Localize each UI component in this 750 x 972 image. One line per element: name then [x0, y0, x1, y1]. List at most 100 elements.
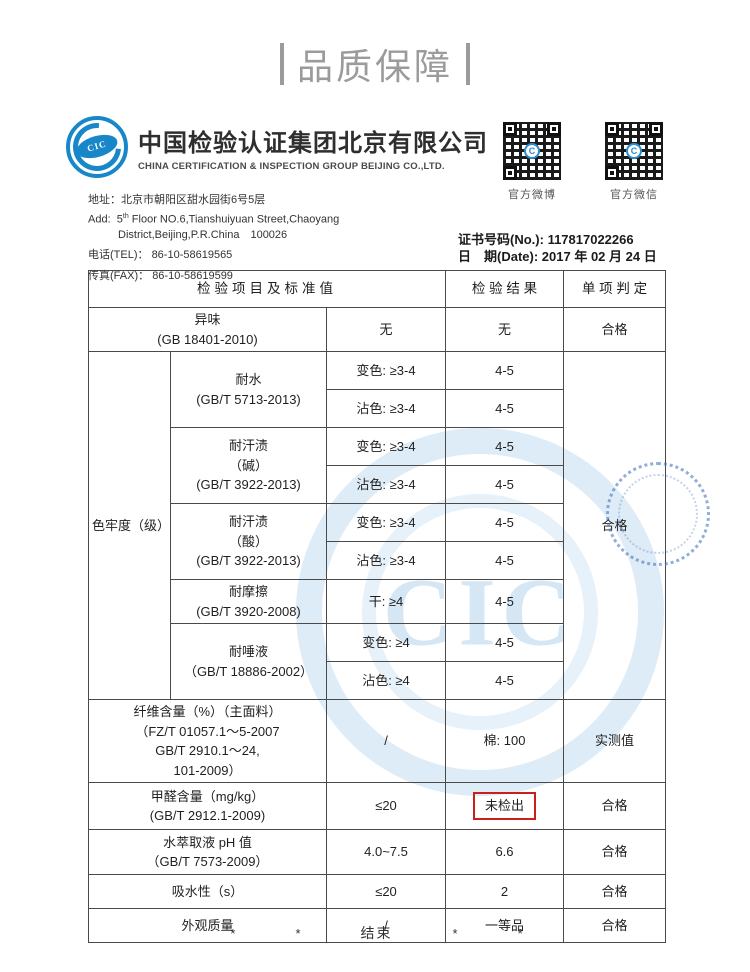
table-row-fastness: 沾色: ≥3-4 4-5: [89, 541, 666, 580]
ph-judgment: 合格: [563, 829, 666, 875]
add-label: Add:: [88, 213, 111, 226]
fastness-sweat-acid-name: 耐汗渍 （酸） (GB/T 3922-2013): [170, 503, 327, 580]
odor-judgment: 合格: [563, 307, 666, 352]
table-row-fastness: 耐摩擦 (GB/T 3920-2008) 干: ≥4 4-5: [89, 579, 666, 624]
absorbency-name: 吸水性（s）: [88, 874, 327, 909]
table-row-fastness: 沾色: ≥4 4-5: [89, 661, 666, 700]
certificate-date-line: 日 期(Date): 2017 年 02 月 24 日: [458, 248, 657, 265]
fastness-rub-name: 耐摩擦 (GB/T 3920-2008): [170, 579, 327, 624]
appearance-result: 一等品: [445, 908, 564, 943]
table-row-fastness: 耐汗渍 （碱） (GB/T 3922-2013) 变色: ≥3-4 4-5: [89, 427, 666, 504]
ph-result: 6.6: [445, 829, 564, 875]
table-row-ph: 水萃取液 pH 值 （GB/T 7573-2009） 4.0~7.5 6.6 合…: [88, 829, 666, 875]
address-value: 北京市朝阳区甜水园街6号5层: [121, 194, 266, 206]
absorbency-judgment: 合格: [563, 874, 666, 909]
certificate-info: 证书号码(No.): 117817022266 日 期(Date): 2017 …: [458, 231, 657, 265]
qr-finder-icon: [503, 166, 517, 180]
tel-value: 86-10-58619565: [151, 249, 233, 262]
fiber-standard: /: [326, 699, 446, 783]
fastness-result: 4-5: [445, 427, 564, 466]
wechat-qr-block: C 官方微信: [604, 121, 664, 202]
fastness-result: 4-5: [445, 503, 564, 542]
certificate-no-label: 证书号码(No.):: [458, 232, 544, 247]
company-name-cn: 中国检验认证集团北京有限公司: [138, 129, 488, 157]
table-header-row: 检验项目及标准值 检 验 结 果 单 项 判 定: [88, 270, 666, 308]
certificate-date-value: 2017 年 02 月 24 日: [541, 249, 657, 264]
fastness-group-label: 色牢度（级）: [88, 351, 171, 700]
table-row-fastness: 色牢度（级） 耐水 (GB/T 5713-2013) 变色: ≥3-4 4-5 …: [88, 351, 666, 700]
header-result: 检 验 结 果: [445, 270, 564, 308]
formaldehyde-judgment: 合格: [563, 782, 666, 830]
fastness-standard: 沾色: ≥3-4: [326, 541, 446, 580]
blue-seal-stamp-icon: [606, 462, 710, 566]
table-row-odor: 异味 (GB 18401-2010) 无 无 合格: [88, 307, 666, 352]
address-line-en-2: District,Beijing,P.R.China 100026: [118, 228, 288, 241]
table-row-formaldehyde: 甲醛含量（mg/kg） (GB/T 2912.1-2009) ≤20 未检出 合…: [88, 782, 666, 830]
fiber-name: 纤维含量（%）（主面料） （FZ/T 01057.1～5-2007 GB/T 2…: [88, 699, 327, 783]
add-line1-rest: Floor NO.6,Tianshuiyuan Street,Chaoyang: [128, 213, 340, 226]
table-row-fastness: 沾色: ≥3-4 4-5: [89, 465, 666, 504]
ph-name: 水萃取液 pH 值 （GB/T 7573-2009）: [88, 829, 327, 875]
qr-finder-icon: [605, 122, 619, 136]
fastness-result: 4-5: [445, 465, 564, 504]
fastness-standard: 变色: ≥4: [326, 623, 446, 662]
add-floor-sup: th: [122, 212, 129, 220]
fastness-result: 4-5: [445, 389, 564, 428]
fastness-standard: 变色: ≥3-4: [326, 503, 446, 542]
fiber-judgment: 实测值: [563, 699, 666, 783]
wechat-qr-code-icon: C: [604, 121, 664, 181]
inspection-report-table: 检验项目及标准值 检 验 结 果 单 项 判 定 异味 (GB 18401-20…: [88, 270, 666, 943]
table-row-fiber: 纤维含量（%）（主面料） （FZ/T 01057.1～5-2007 GB/T 2…: [88, 699, 666, 783]
fiber-result: 棉: 100: [445, 699, 564, 783]
fastness-sweat-alkali-name: 耐汗渍 （碱） (GB/T 3922-2013): [170, 427, 327, 504]
appearance-name: 外观质量: [88, 908, 327, 943]
highlighted-result-box: 未检出: [472, 792, 536, 820]
wechat-qr-label: 官方微信: [610, 189, 658, 201]
tel-line: 电话(TEL)： 86-10-58619565: [88, 248, 339, 264]
page-title: 品质保障: [0, 38, 750, 90]
add-floor-num: 5: [116, 213, 123, 226]
weibo-qr-label: 官方微博: [508, 189, 556, 201]
qr-finder-icon: [649, 122, 663, 136]
certificate-no-value: 117817022266: [547, 232, 634, 247]
formaldehyde-result: 未检出: [445, 782, 564, 830]
qr-code-row: C 官方微博 C 官方微信: [502, 121, 664, 202]
appearance-judgment: 合格: [563, 908, 666, 943]
fastness-standard: 沾色: ≥3-4: [326, 389, 446, 428]
formaldehyde-standard: ≤20: [326, 782, 446, 830]
qr-finder-icon: [503, 122, 517, 136]
odor-standard: 无: [326, 307, 446, 352]
qr-finder-icon: [547, 122, 561, 136]
odor-name: 异味 (GB 18401-2010): [88, 307, 327, 352]
page-title-text: 品质保障: [296, 46, 453, 87]
qr-center-logo-icon: C: [626, 143, 642, 159]
fastness-standard: 变色: ≥3-4: [326, 427, 446, 466]
tel-label: 电话(TEL)：: [88, 249, 149, 262]
fastness-standard: 干: ≥4: [326, 579, 446, 624]
certificate-no-line: 证书号码(No.): 117817022266: [458, 231, 657, 248]
table-row-fastness: 耐汗渍 （酸） (GB/T 3922-2013) 变色: ≥3-4 4-5: [89, 503, 666, 580]
fastness-result: 4-5: [445, 541, 564, 580]
fastness-standard: 沾色: ≥4: [326, 661, 446, 700]
address-label: 地址：: [88, 194, 121, 206]
table-row-absorbency: 吸水性（s） ≤20 2 合格: [88, 874, 666, 909]
weibo-qr-code-icon: C: [502, 121, 562, 181]
table-row-fastness: 耐唾液 （GB/T 18886-2002） 变色: ≥4 4-5: [89, 623, 666, 700]
title-left-bar-icon: [279, 43, 284, 85]
company-names: 中国检验认证集团北京有限公司 CHINA CERTIFICATION & INS…: [138, 123, 488, 172]
formaldehyde-name: 甲醛含量（mg/kg） (GB/T 2912.1-2009): [88, 782, 327, 830]
certificate-date-label: 日 期(Date):: [458, 249, 539, 264]
qr-finder-icon: [605, 166, 619, 180]
weibo-qr-block: C 官方微博: [502, 121, 562, 202]
brand-header: CIC 中国检验认证集团北京有限公司 CHINA CERTIFICATION &…: [63, 113, 488, 181]
absorbency-standard: ≤20: [326, 874, 446, 909]
header-judgment: 单 项 判 定: [563, 270, 666, 308]
fastness-water-name: 耐水 (GB/T 5713-2013): [170, 351, 327, 428]
company-name-en: CHINA CERTIFICATION & INSPECTION GROUP B…: [138, 160, 445, 172]
fastness-result: 4-5: [445, 351, 564, 390]
title-right-bar-icon: [466, 43, 470, 85]
ph-standard: 4.0~7.5: [326, 829, 446, 875]
fastness-result: 4-5: [445, 661, 564, 700]
table-row-fastness: 沾色: ≥3-4 4-5: [89, 389, 666, 428]
header-items: 检验项目及标准值: [88, 270, 446, 308]
